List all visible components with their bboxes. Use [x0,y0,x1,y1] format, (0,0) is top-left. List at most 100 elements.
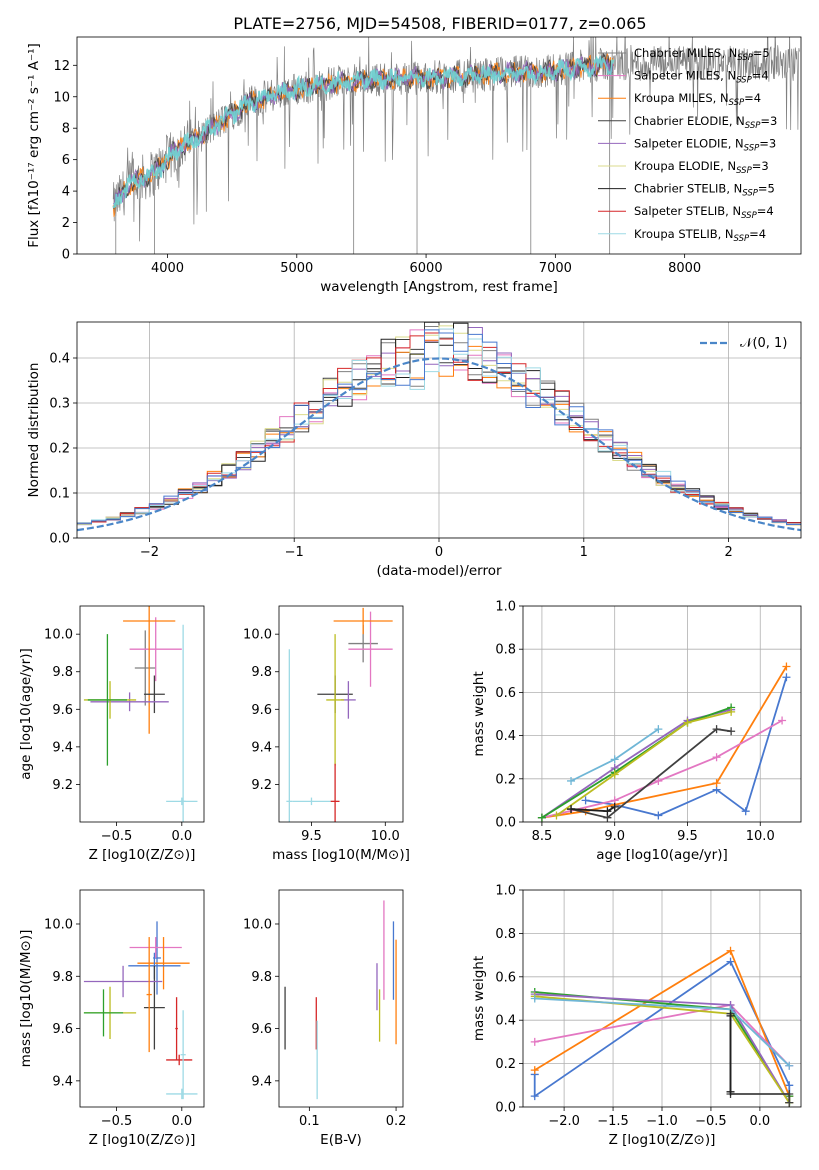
spectrum-panel: 4000 5000 6000 7000 8000 0 2 4 6 8 10 12 wavelength … [26,36,802,295]
x-axis-label: wavelength [Angstrom, rest frame] [320,279,558,295]
series-marker [530,994,539,1003]
series-marker [610,802,619,811]
error-bar-point [166,1054,193,1066]
x-tick-label: 8000 [668,261,701,276]
x-tick-label: −1 [285,545,304,560]
y-tick-label: 0.0 [495,816,516,831]
x-tick-label: 0.2 [386,1114,407,1129]
x-tick-label: 10.0 [746,829,775,844]
series-marker [530,1092,539,1101]
series-marker [727,727,736,736]
y-tick-label: 9.2 [52,778,73,793]
mass_vs_EBV-panel: 0.1 0.2 9.4 9.6 9.8 10.0 E(B-V) [243,889,407,1148]
error-bar-point [180,1010,186,1100]
y-axis-label: age [log10(age/yr)] [18,648,34,780]
y-tick-label: 9.4 [52,1074,73,1089]
error-bar-point [83,965,163,998]
y-tick-label: 8 [62,122,70,137]
error-bar-point [348,611,393,687]
legend-label: Chabrier MILES, NSSP=5 [634,46,770,63]
series-marker [712,753,721,762]
legend-label: Chabrier STELIB, NSSP=5 [634,182,775,199]
error-bar-point [330,763,340,822]
y-tick-label: 0.1 [49,487,70,502]
y-axis-label: mass weight [471,671,487,756]
age_vs_mass-panel: 9.5 10.0 9.2 9.4 9.6 9.8 10.0 mass [log10(M/M⊙)… [243,605,410,863]
x-axis-label: Z [log10(Z/Z⊙)] [89,1132,196,1148]
error-bar-point [129,617,182,682]
series-marker [726,957,735,966]
series-marker [567,805,576,814]
y-tick-label: 0.8 [495,643,516,658]
y-tick-label: 2 [62,216,70,231]
error-bar-point [123,606,176,734]
legend-label: 𝒩(0, 1) [740,336,787,351]
error-bar-point [137,937,190,990]
y-tick-label: 10.0 [243,917,272,932]
series-marker [654,725,663,734]
legend-label: Salpeter ELODIE, NSSP=3 [634,136,776,153]
y-tick-label: 1.0 [495,600,516,615]
series-marker [726,1087,735,1096]
y-tick-label: 0.4 [49,352,70,367]
gaussian-curve [77,357,801,532]
x-axis-label: E(B-V) [320,1132,362,1148]
error-bar-point [333,607,393,635]
series-marker [726,1011,735,1020]
figure-title: PLATE=2756, MJD=54508, FIBERID=0177, z=0… [233,14,646,33]
mass-weight-series [585,677,788,817]
age_vs_mass-frame [278,605,404,823]
x-tick-label: 1 [580,545,588,560]
mass_weight_vs_age-frame [522,605,802,823]
legend-label: Salpeter STELIB, NSSP=4 [634,204,774,221]
mass_weight_vs_age-panel: 8.5 9.0 9.5 10.0 0.0 0.2 0.4 0.6 0.8 1.0 age [log1… [471,600,802,863]
error-bar-point [180,624,186,822]
series-marker [610,755,619,764]
x-tick-label: 2 [724,545,732,560]
x-axis-label: mass [log10(M/M⊙)] [272,847,410,863]
y-tick-label: 0.2 [49,442,70,457]
y-tick-label: 0.2 [495,772,516,787]
series-marker [712,725,721,734]
x-tick-label: −1.5 [597,1114,629,1129]
x-tick-label: 9.5 [301,829,322,844]
x-tick-label: −0.5 [101,1114,133,1129]
error-bar-point [83,989,124,1037]
error-bar-point [129,937,182,958]
x-tick-label: 6000 [410,261,443,276]
series-marker [782,662,791,671]
mass_vs_EBV-plot-area [284,900,397,1100]
x-axis-label: age [log10(age/yr)] [596,847,728,863]
x-axis-label: Z [log10(Z/Z⊙)] [89,847,196,863]
y-tick-label: 6 [62,153,70,168]
y-tick-label: 0.6 [495,686,516,701]
series-marker [785,1061,794,1070]
x-tick-label: −0.5 [695,1114,727,1129]
series-marker [727,707,736,716]
y-tick-label: 0.3 [49,397,70,412]
series-marker [530,1037,539,1046]
y-tick-label: 4 [62,185,70,200]
y-tick-label: 10.0 [44,628,73,643]
y-tick-label: 9.8 [251,970,272,985]
y-tick-label: 9.6 [52,1022,73,1037]
series-marker [610,770,619,779]
y-tick-label: 9.4 [52,740,73,755]
series-marker [552,811,561,820]
series-marker [654,811,663,820]
mass_weight_vs_age-plot-area [523,606,801,822]
y-tick-label: 10 [53,90,70,105]
error-bar-point [143,965,165,1050]
error-bar-point [143,675,165,714]
x-tick-label: −1.0 [646,1114,678,1129]
x-tick-label: −0.5 [101,829,133,844]
x-tick-label: 0.0 [750,1114,771,1129]
series-marker [683,718,692,727]
spectrum-frame [76,36,802,255]
x-tick-label: −2.0 [548,1114,580,1129]
x-tick-label: 7000 [539,261,572,276]
mass_weight_vs_Z-plot-area [523,890,801,1107]
spectrum-legend: Chabrier MILES, NSSP=5 Salpeter MILES, NS… [598,46,777,244]
mass_vs_Z-frame [79,889,205,1108]
